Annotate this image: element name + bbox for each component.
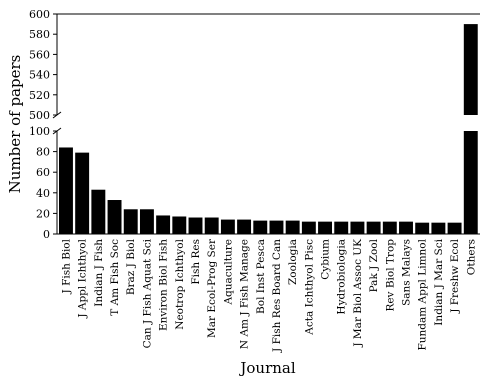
chart-bars [59, 24, 478, 234]
x-category-label: Acta Ichthyol Pisc [303, 239, 315, 336]
x-category-label: J Appl Ichthyol [77, 238, 89, 318]
bar [447, 222, 462, 234]
x-category-label: J Mar Biol Assoc UK [352, 239, 364, 348]
y-tick-label: 100 [29, 125, 50, 138]
bar [269, 220, 284, 234]
x-category-label: Cybium [320, 239, 332, 280]
bar [91, 189, 106, 234]
bar [220, 219, 235, 234]
x-category-label: Zoologia [287, 239, 299, 285]
bar [350, 221, 365, 234]
x-category-label: Fundam Appl Limnol [417, 238, 429, 350]
bar [139, 209, 154, 234]
x-category-label: Indian J Mar Sci [433, 238, 445, 325]
x-category-label: J Freshw Ecol [449, 238, 461, 313]
y-tick-label: 20 [36, 207, 50, 220]
y-tick-label: 60 [36, 166, 50, 179]
x-axis-category-labels: J Fish Biol J Appl Ichthyol Indian J Fish T… [60, 238, 477, 353]
bar-upper-segment [463, 24, 478, 116]
bar-lower-segment [463, 131, 478, 234]
y-tick-label: 500 [29, 109, 50, 122]
x-category-label: Neotrop Ichthyol [174, 238, 186, 329]
x-category-label: Aquaculture [222, 239, 234, 306]
y-axis-ticks: 0 20 40 60 80 100 500 520 540 560 580 600 [29, 8, 57, 241]
x-category-label: J Fish Res Board Can [271, 239, 283, 353]
x-category-label: Rev Biol Trop [384, 239, 396, 312]
y-tick-label: 80 [36, 146, 50, 159]
bar [107, 200, 122, 234]
x-category-label: Pak J Zool [368, 238, 380, 292]
x-category-label: Sans Malays [401, 239, 413, 306]
bar [204, 217, 219, 234]
bar [253, 220, 268, 234]
bar [237, 219, 252, 234]
y-tick-label: 540 [29, 69, 50, 82]
x-category-label: Can J Fish Aquat Sci [141, 238, 153, 348]
bar [431, 222, 446, 234]
bar [415, 222, 430, 234]
x-category-label: T Am Fish Soc [109, 239, 121, 316]
bar [285, 220, 300, 234]
bar [188, 217, 203, 234]
x-category-label: J Fish Biol [60, 238, 72, 294]
y-tick-label: 600 [29, 8, 50, 21]
bar [399, 221, 413, 234]
x-category-label: N Am J Fish Manage [239, 239, 251, 349]
y-tick-label: 0 [43, 228, 50, 241]
bar [382, 221, 397, 234]
x-axis-title: Journal [238, 359, 295, 377]
bar [172, 216, 187, 234]
y-axis-title: Number of papers [6, 55, 24, 194]
y-tick-label: 40 [36, 187, 50, 200]
y-tick-label: 560 [29, 48, 50, 61]
bar [334, 221, 349, 234]
x-category-label: Bol Inst Pesca [255, 239, 267, 314]
x-category-label: Indian J Fish [93, 239, 105, 307]
bar [301, 221, 316, 234]
x-category-label: Others [465, 239, 477, 275]
bar [156, 215, 171, 234]
bar [318, 221, 333, 234]
y-tick-label: 580 [29, 28, 50, 41]
x-category-label: Braz J Biol [125, 238, 137, 295]
bar [75, 152, 90, 234]
x-category-label: Hydrobiologia [336, 239, 348, 315]
x-category-label: Mar Ecol-Prog Ser [206, 238, 218, 338]
y-tick-label: 520 [29, 89, 50, 102]
bar [366, 221, 381, 234]
x-category-label: Fish Res [190, 239, 202, 285]
x-category-label: Environ Biol Fish [158, 239, 170, 331]
bar [59, 147, 73, 234]
bar [123, 209, 138, 234]
